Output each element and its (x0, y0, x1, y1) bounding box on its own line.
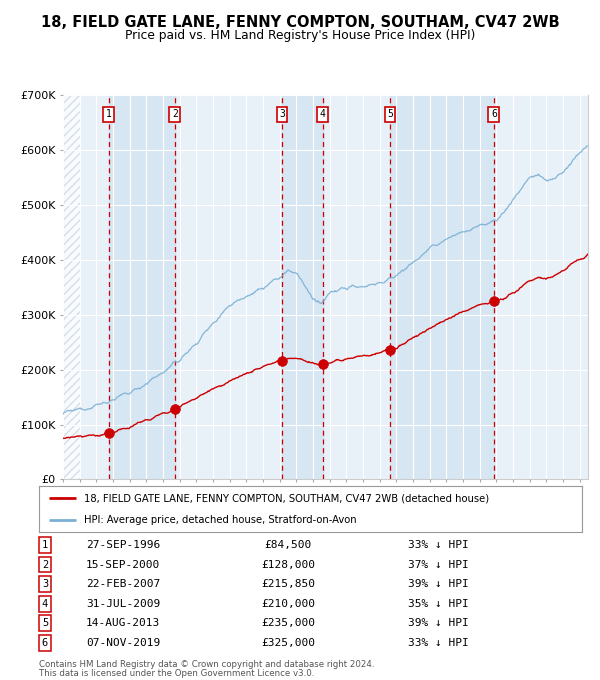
Text: 6: 6 (491, 109, 497, 120)
Text: 39% ↓ HPI: 39% ↓ HPI (408, 618, 469, 628)
Text: £210,000: £210,000 (261, 599, 315, 609)
Text: Price paid vs. HM Land Registry's House Price Index (HPI): Price paid vs. HM Land Registry's House … (125, 29, 475, 42)
Text: £84,500: £84,500 (265, 540, 311, 550)
Text: 27-SEP-1996: 27-SEP-1996 (86, 540, 160, 550)
Text: 3: 3 (42, 579, 48, 589)
Text: 33% ↓ HPI: 33% ↓ HPI (408, 540, 469, 550)
Text: £235,000: £235,000 (261, 618, 315, 628)
Text: 35% ↓ HPI: 35% ↓ HPI (408, 599, 469, 609)
Text: Contains HM Land Registry data © Crown copyright and database right 2024.: Contains HM Land Registry data © Crown c… (39, 660, 374, 668)
Text: £215,850: £215,850 (261, 579, 315, 589)
Text: 5: 5 (387, 109, 393, 120)
Text: 22-FEB-2007: 22-FEB-2007 (86, 579, 160, 589)
Text: 1: 1 (106, 109, 112, 120)
Bar (109, 95, 175, 479)
Bar (282, 95, 323, 479)
Text: 2: 2 (172, 109, 178, 120)
Text: £325,000: £325,000 (261, 638, 315, 648)
Text: 37% ↓ HPI: 37% ↓ HPI (408, 560, 469, 570)
Text: 18, FIELD GATE LANE, FENNY COMPTON, SOUTHAM, CV47 2WB (detached house): 18, FIELD GATE LANE, FENNY COMPTON, SOUT… (84, 494, 489, 503)
Text: 4: 4 (42, 599, 48, 609)
Text: 15-SEP-2000: 15-SEP-2000 (86, 560, 160, 570)
Text: 33% ↓ HPI: 33% ↓ HPI (408, 638, 469, 648)
Text: 07-NOV-2019: 07-NOV-2019 (86, 638, 160, 648)
Text: 18, FIELD GATE LANE, FENNY COMPTON, SOUTHAM, CV47 2WB: 18, FIELD GATE LANE, FENNY COMPTON, SOUT… (41, 15, 559, 30)
Text: 31-JUL-2009: 31-JUL-2009 (86, 599, 160, 609)
Text: 2: 2 (42, 560, 48, 570)
Text: 14-AUG-2013: 14-AUG-2013 (86, 618, 160, 628)
Text: 4: 4 (320, 109, 326, 120)
Text: 5: 5 (42, 618, 48, 628)
Text: 39% ↓ HPI: 39% ↓ HPI (408, 579, 469, 589)
Text: HPI: Average price, detached house, Stratford-on-Avon: HPI: Average price, detached house, Stra… (84, 515, 356, 525)
Text: £128,000: £128,000 (261, 560, 315, 570)
Text: This data is licensed under the Open Government Licence v3.0.: This data is licensed under the Open Gov… (39, 669, 314, 678)
Text: 6: 6 (42, 638, 48, 648)
Text: 3: 3 (279, 109, 285, 120)
Text: 1: 1 (42, 540, 48, 550)
Bar (390, 95, 494, 479)
